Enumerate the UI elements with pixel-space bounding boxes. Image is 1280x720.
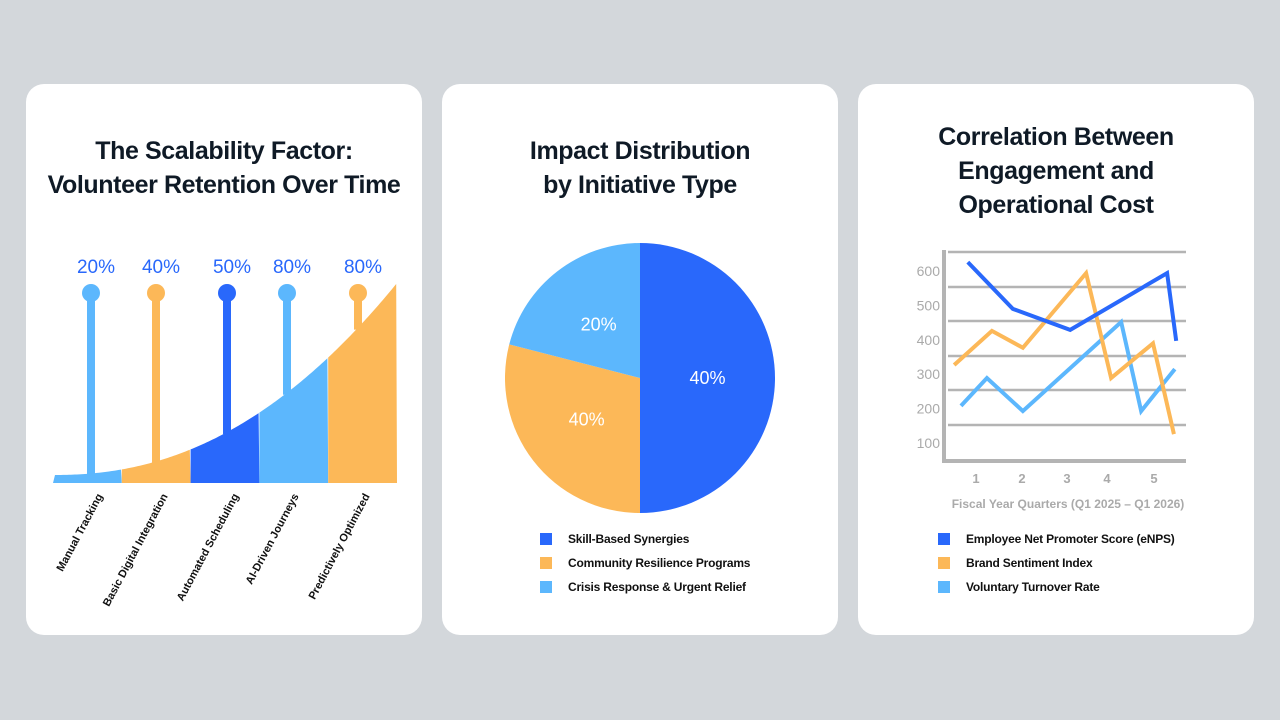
legend: Employee Net Promoter Score (eNPS) Brand … [938,527,1175,599]
title-line: Engagement and [958,157,1154,185]
y-tick-label: 600 [917,263,941,279]
legend-swatch [540,581,552,593]
title-line: Correlation Between [938,123,1174,151]
stem-dot [218,284,236,302]
category-label: Manual Tracking [55,492,106,574]
y-tick-label: 400 [917,332,941,348]
pie-slice [640,243,775,513]
legend-label: Brand Sentiment Index [966,556,1093,570]
impact-card: Impact Distribution by Initiative Type 40… [442,84,838,635]
category-label: AI-Driven Journeys [244,492,302,587]
series-line [966,260,1179,342]
slice-label: 40% [569,409,605,429]
data-label: 80% [344,257,382,278]
chart-title: The Scalability Factor: Volunteer Retenti… [26,134,422,202]
legend-item: Crisis Response & Urgent Relief [540,575,750,599]
legend: Skill-Based Synergies Community Resilienc… [540,527,750,599]
y-tick-label: 500 [917,297,941,313]
chart-title: Impact Distribution by Initiative Type [442,134,838,202]
legend-swatch [938,533,950,545]
area-segment [190,413,260,483]
legend-swatch [540,533,552,545]
category-label: Automated Scheduling [175,492,242,603]
title-line: by Initiative Type [543,171,737,199]
stem-dot [278,284,296,302]
x-tick-label: 4 [1103,471,1111,486]
data-label: 80% [273,257,311,278]
x-tick-label: 2 [1018,471,1025,486]
title-line: Impact Distribution [529,137,751,165]
pie-chart: 40% 40% 20% [505,243,775,513]
area-segment [53,469,122,483]
pie-slice [509,243,640,378]
stem-dot [147,284,165,302]
pie-slice [505,344,640,513]
y-tick-label: 300 [917,366,941,382]
area-segment [259,358,329,483]
area-segment [328,283,397,483]
data-label: 40% [142,257,180,278]
legend-item: Community Resilience Programs [540,551,750,575]
y-tick-label: 200 [917,401,941,417]
x-axis-label: Fiscal Year Quarters (Q1 2025 – Q1 2026) [952,497,1185,511]
scalability-card: The Scalability Factor: Volunteer Retenti… [26,84,422,635]
title-line: The Scalability Factor: [95,137,353,165]
series-line [959,318,1177,416]
area-segment [121,449,191,483]
series-line [952,268,1176,435]
title-line: Volunteer Retention Over Time [47,171,401,199]
chart-title: Correlation Between Engagement and Operati… [858,120,1254,222]
slice-label: 20% [581,315,617,335]
category-label: Predictively Optimized [307,492,373,602]
x-tick-label: 1 [972,471,979,486]
legend-swatch [540,557,552,569]
data-label: 50% [213,257,251,278]
category-label: Basic Digital Integration [101,492,171,609]
legend-label: Community Resilience Programs [568,556,751,570]
stem-dot [349,284,367,302]
x-tick-label: 3 [1063,471,1070,486]
x-tick-label: 5 [1150,471,1157,486]
legend-item: Skill-Based Synergies [540,527,750,551]
legend-item: Employee Net Promoter Score (eNPS) [938,527,1175,551]
retention-chart: 20% Manual Tracking 40% Basic Digital Integ… [53,257,397,609]
legend-item: Voluntary Turnover Rate [938,575,1175,599]
title-line: Operational Cost [958,191,1154,219]
y-tick-label: 100 [917,435,941,451]
legend-label: Skill-Based Synergies [568,532,690,546]
legend-swatch [938,581,950,593]
axis [942,250,1186,463]
stem-dot [82,284,100,302]
legend-label: Employee Net Promoter Score (eNPS) [966,532,1175,546]
legend-swatch [938,557,950,569]
correlation-card: Correlation Between Engagement and Operati… [858,84,1254,635]
legend-item: Brand Sentiment Index [938,551,1175,575]
legend-label: Crisis Response & Urgent Relief [568,580,746,594]
legend-label: Voluntary Turnover Rate [966,580,1100,594]
data-label: 20% [77,257,115,278]
slice-label: 40% [689,368,725,388]
line-chart: 600 500 400 300 200 100 1 2 3 4 5 Fiscal Year Quart… [917,250,1186,511]
